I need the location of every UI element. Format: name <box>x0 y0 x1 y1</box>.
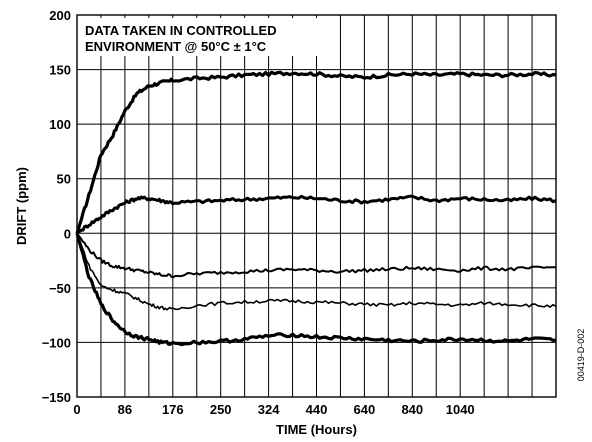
series-line-3 <box>76 232 557 279</box>
y-tick-label: −50 <box>49 281 71 296</box>
x-axis-label: TIME (Hours) <box>276 422 357 437</box>
y-tick-label: 100 <box>49 117 71 132</box>
x-tick-label: 840 <box>401 402 423 417</box>
annotation-background <box>79 18 329 56</box>
x-tick-label: 86 <box>118 402 132 417</box>
figure-code: 00419-D-002 <box>576 329 586 382</box>
x-tick-label: 640 <box>354 402 376 417</box>
series-line-1 <box>75 70 557 234</box>
annotation-line-1: DATA TAKEN IN CONTROLLED <box>85 23 277 38</box>
annotation-line-2: ENVIRONMENT @ 50°C ± 1°C <box>85 39 267 54</box>
y-tick-label: 50 <box>57 172 71 187</box>
y-tick-label: −100 <box>42 335 71 350</box>
x-tick-label: 176 <box>162 402 184 417</box>
x-tick-label: 250 <box>210 402 232 417</box>
x-tick-label: 324 <box>258 402 280 417</box>
y-tick-labels: −150 −100 −50 0 50 100 150 200 <box>42 8 71 405</box>
y-tick-label: −150 <box>42 390 71 405</box>
y-tick-label: 150 <box>49 63 71 78</box>
y-tick-label: 0 <box>64 226 71 241</box>
x-tick-label: 1040 <box>446 402 475 417</box>
series-line-4 <box>76 233 557 311</box>
x-tick-label: 440 <box>306 402 328 417</box>
series-line-2 <box>76 194 557 235</box>
y-axis-label: DRIFT (ppm) <box>14 167 29 245</box>
series-lines <box>75 70 557 347</box>
x-tick-labels: 0 86 176 250 324 440 640 840 1040 <box>73 402 474 417</box>
x-tick-label: 0 <box>73 402 80 417</box>
y-tick-label: 200 <box>49 8 71 23</box>
series-line-5 <box>75 232 557 347</box>
